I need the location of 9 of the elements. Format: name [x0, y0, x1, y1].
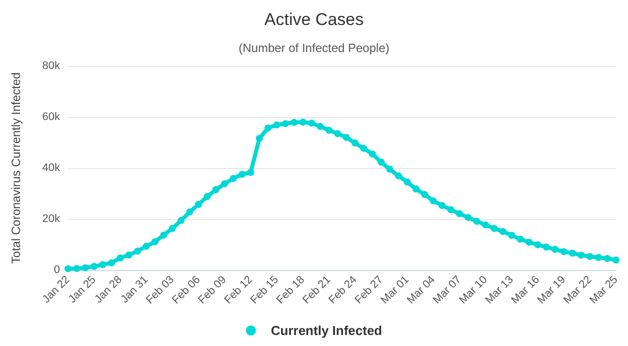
y-axis-title: Total Coronavirus Currently Infected	[9, 72, 23, 264]
y-tick-label: 20k	[42, 213, 60, 225]
y-tick-label: 0	[54, 264, 60, 276]
y-tick-label: 60k	[42, 111, 60, 123]
y-tick-label: 40k	[42, 162, 60, 174]
legend-label: Currently Infected	[270, 323, 382, 338]
chart-subtitle: (Number of Infected People)	[238, 41, 390, 55]
chart-title: Active Cases	[264, 10, 364, 29]
y-tick-label: 80k	[42, 60, 60, 72]
